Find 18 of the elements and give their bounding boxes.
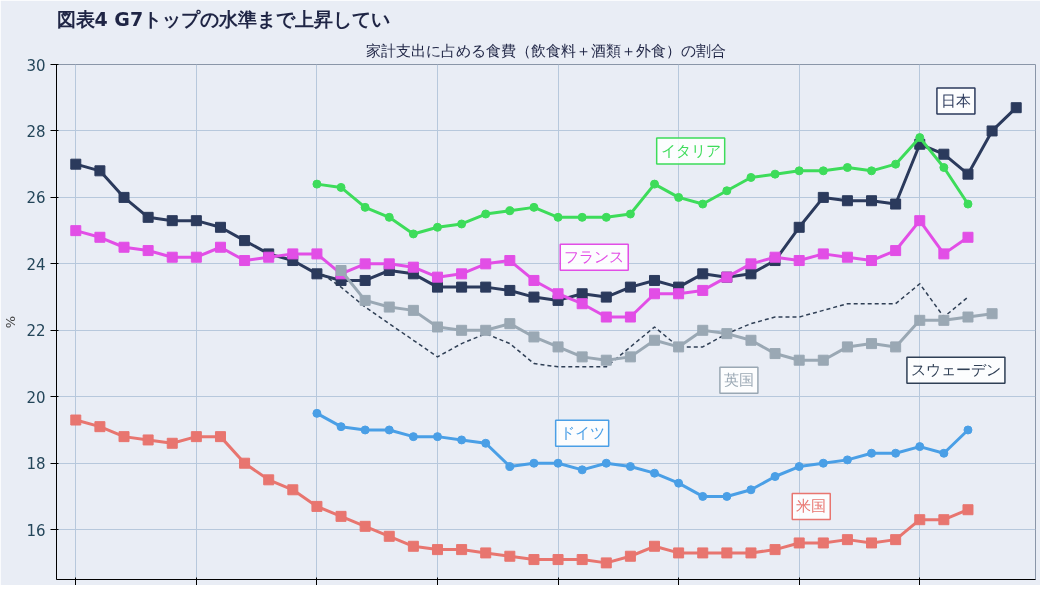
series-label: フランス [564, 248, 625, 267]
y-tick-label: 26 [26, 189, 46, 208]
y-tick-label: 28 [26, 122, 46, 141]
series-label: 日本 [940, 92, 971, 111]
series-label: イタリア [660, 141, 721, 160]
y-axis-title: % [3, 315, 19, 329]
y-tick-label: 18 [26, 455, 46, 474]
y-tick-label: 20 [26, 388, 46, 407]
chart-subtitle: 家計支出に占める食費（飲食料＋酒類＋外食）の割合 [366, 41, 726, 60]
series-label: 米国 [796, 497, 827, 516]
series-label: 英国 [723, 371, 754, 390]
y-tick-label: 22 [26, 322, 46, 341]
y-tick-label: 16 [26, 521, 46, 540]
chart-title: 図表4 G7トップの水準まで上昇してい [56, 7, 391, 30]
y-tick-label: 30 [26, 56, 46, 75]
series-label: ドイツ [559, 424, 605, 443]
y-tick-label: 24 [26, 255, 46, 274]
text: スウェーデン [910, 361, 1001, 380]
